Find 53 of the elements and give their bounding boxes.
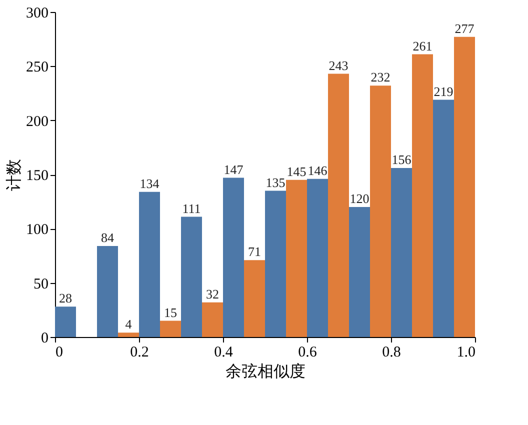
bar: [118, 332, 139, 337]
data-label: 134: [140, 176, 160, 191]
bar: [202, 302, 223, 337]
bar: [328, 74, 349, 337]
data-label: 243: [328, 58, 348, 73]
bar: [286, 180, 307, 337]
bar: [265, 190, 286, 337]
y-tick-label: 0: [41, 330, 48, 346]
y-axis-title: 计数: [5, 159, 23, 191]
y-tick-label: 250: [26, 60, 48, 76]
data-label: 261: [412, 38, 432, 54]
bar: [370, 86, 391, 337]
data-label: 146: [308, 162, 328, 178]
y-tick-label: 100: [26, 222, 48, 238]
y-tick-label: 300: [26, 6, 48, 22]
data-label: 135: [266, 174, 286, 190]
bar: [349, 207, 370, 337]
y-tick-label: 50: [34, 276, 48, 292]
data-label: 145: [286, 164, 306, 179]
bar: [433, 100, 454, 337]
data-label: 28: [59, 290, 72, 306]
data-label: 120: [350, 191, 370, 206]
bar: [160, 320, 181, 337]
x-tick-label: 0.4: [214, 344, 234, 360]
data-label: 15: [164, 304, 177, 320]
data-label: 4: [125, 316, 132, 332]
data-label: 232: [370, 70, 390, 85]
data-label: 71: [248, 244, 261, 260]
x-tick-label: 0.8: [382, 344, 401, 360]
bar: [55, 306, 76, 337]
bar: [412, 54, 433, 337]
data-label: 84: [101, 230, 114, 245]
bar: [454, 36, 475, 337]
data-label: 277: [454, 20, 475, 36]
bar: [181, 216, 202, 337]
y-tick-label: 150: [26, 168, 48, 184]
x-tick-label: 0.2: [130, 344, 149, 360]
bar: [223, 178, 244, 337]
bar: [391, 168, 412, 337]
bar: [244, 260, 265, 337]
data-label: 111: [182, 200, 201, 216]
data-label: 32: [206, 286, 219, 302]
data-label: 156: [392, 152, 412, 167]
y-tick-label: 200: [26, 114, 48, 130]
data-label: 147: [224, 162, 244, 177]
bar: [139, 192, 160, 337]
bar: [307, 178, 328, 337]
x-tick-label: 0: [56, 344, 63, 360]
bar: [97, 246, 118, 337]
x-tick-label: 1.0: [456, 344, 476, 360]
x-axis-title: 余弦相似度: [226, 362, 306, 380]
data-label: 219: [434, 84, 454, 99]
x-tick-label: 0.6: [298, 344, 318, 360]
